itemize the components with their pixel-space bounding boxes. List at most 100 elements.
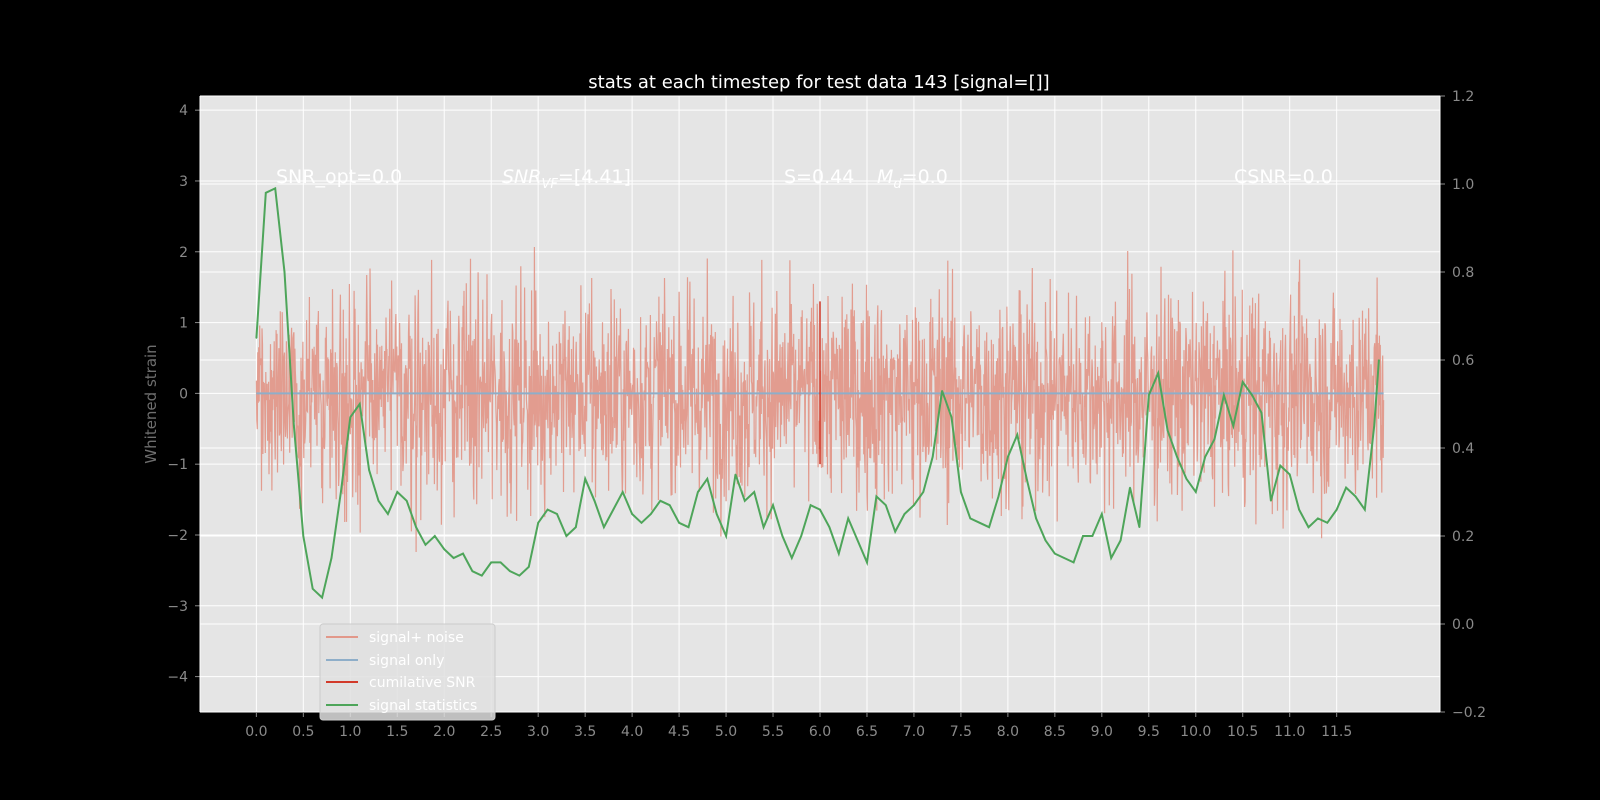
stats-point [988,526,990,528]
stats-point [668,504,671,507]
legend: signal+ noise signal only cumilative SNR… [319,623,496,721]
stats-point [1110,557,1113,559]
stats-point [960,491,962,493]
annotation-md: Md=0.0 [877,166,948,192]
stats-point [565,535,568,537]
stats-point [424,544,427,546]
y2-tick-label: 0.6 [1452,353,1474,369]
stats-point [1204,456,1206,458]
annotation-csnr: CSNR=0.0 [1234,166,1333,188]
stats-point [546,508,549,511]
stats-point [941,390,943,392]
x-tick-label: 9.0 [1091,724,1113,740]
stats-point [1138,526,1141,528]
stats-point [377,500,380,502]
y2-tick-label: 1.2 [1452,89,1474,105]
stats-point [1166,429,1169,432]
stats-point [499,561,502,564]
stats-point [452,557,455,559]
stats-point [387,513,389,515]
x-tick-label: 11.0 [1274,724,1305,740]
stats-point [330,557,333,559]
y-tick-label: 1 [179,316,188,332]
stats-point [1194,491,1197,493]
legend-label-noise: signal+ noise [369,630,464,646]
x-tick-label: 4.0 [621,724,643,740]
stats-point [734,473,737,476]
stats-point [321,596,323,599]
stats-point [527,566,530,568]
stats-point [1354,495,1357,498]
x-tick-label: 8.0 [997,724,1019,740]
stats-point [1147,394,1150,397]
x-axis-ticks: 0.0 0.5 1.0 1.5 2.0 2.5 3.0 3.5 4.0 4.5 5.0 5.5 6.0 6… [245,712,1352,740]
stats-point [828,526,831,528]
x-tick-label: 3.5 [574,724,596,740]
y2-tick-label: 1.0 [1452,177,1474,193]
x-tick-label: 0.0 [245,724,267,740]
stats-point [1035,517,1037,520]
stats-point [631,513,633,515]
stats-point [706,478,709,480]
y2-tick-label: 0.8 [1452,265,1474,281]
y-tick-label: 3 [179,174,188,190]
stats-point [687,526,690,528]
stats-point [1007,456,1009,458]
x-tick-label: 7.5 [950,724,972,740]
stats-point [1345,486,1347,489]
stats-point [255,337,258,339]
x-tick-label: 1.0 [339,724,361,740]
y-tick-label: −1 [167,457,188,473]
y2-tick-label: 0.0 [1452,617,1474,633]
stats-point [1213,438,1216,441]
stats-point [349,416,352,419]
stats-point [302,535,305,537]
stats-point [659,500,662,502]
y2-axis-ticks: 1.2 1.0 0.8 0.6 0.4 0.2 0.0 −0.2 [1440,89,1486,721]
y-tick-label: 2 [179,245,188,261]
x-tick-label: 3.0 [527,724,549,740]
y2-tick-label: −0.2 [1452,705,1486,721]
chart-title: stats at each timestep for test data 143… [588,72,1049,93]
stats-point [856,539,859,542]
legend-box [319,623,496,721]
x-tick-label: 0.5 [292,724,314,740]
x-tick-label: 2.5 [480,724,502,740]
x-tick-label: 1.5 [386,724,408,740]
stats-point [1185,478,1188,480]
stats-point [1251,394,1253,397]
stats-point [1260,412,1263,414]
stats-point [1378,359,1380,361]
stats-point [1335,508,1338,511]
stats-point [311,588,314,590]
legend-label-stats: signal statistics [369,698,477,714]
y-axis-ticks: 4 3 2 1 0 −1 −2 −3 −4 [167,103,200,686]
stats-point [1317,517,1319,520]
stats-point [1279,464,1282,467]
y2-tick-label: 0.4 [1452,441,1474,457]
stats-point [969,517,972,520]
stats-point [1307,526,1310,528]
stats-point [1054,552,1056,555]
stats-point [922,491,925,493]
stats-point [884,504,887,507]
stats-point [368,469,370,471]
stats-point [1129,486,1131,489]
stats-point [781,535,784,537]
stats-point [1072,561,1075,564]
stats-point [358,403,361,405]
y-tick-label: −4 [167,670,188,686]
stats-point [1091,535,1094,537]
stats-point [434,535,436,537]
stats-point [1119,539,1122,542]
stats-point [809,504,812,507]
stats-point [621,491,624,493]
stats-point [791,557,793,559]
stats-point [490,561,493,564]
stats-point [593,500,596,502]
stats-point [1223,394,1225,397]
x-tick-label: 6.0 [809,724,831,740]
annotation-snr-opt: SNR_opt=0.0 [276,166,402,188]
stats-point [1373,425,1376,427]
stats-point [1232,425,1235,427]
